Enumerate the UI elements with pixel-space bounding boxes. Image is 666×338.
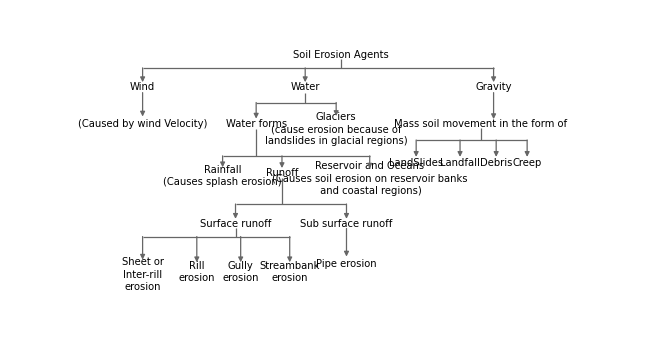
Text: Rainfall
(Causes splash erosion): Rainfall (Causes splash erosion) (163, 165, 282, 187)
Text: Landfall: Landfall (440, 158, 480, 168)
Text: Debris: Debris (480, 158, 512, 168)
Text: Creep: Creep (513, 158, 541, 168)
Text: Streambank
erosion: Streambank erosion (260, 261, 320, 283)
Text: Gully
erosion: Gully erosion (222, 261, 259, 283)
Text: Water: Water (290, 82, 320, 92)
Text: Glaciers
(cause erosion because of
landslides in glacial regions): Glaciers (cause erosion because of lands… (265, 112, 408, 146)
Text: (Caused by wind Velocity): (Caused by wind Velocity) (78, 119, 207, 129)
Text: LandSlides: LandSlides (389, 158, 444, 168)
Text: Runoff: Runoff (266, 168, 298, 178)
Text: Mass soil movement in the form of: Mass soil movement in the form of (394, 119, 567, 129)
Text: Water forms: Water forms (226, 119, 287, 129)
Text: Sub surface runoff: Sub surface runoff (300, 219, 393, 229)
Text: Wind: Wind (130, 82, 155, 92)
Text: Pipe erosion: Pipe erosion (316, 259, 377, 269)
Text: Reservoir and Oceans
(Causes soil erosion on reservoir banks
 and coastal region: Reservoir and Oceans (Causes soil erosio… (272, 161, 468, 196)
Text: Soil Erosion Agents: Soil Erosion Agents (294, 50, 389, 60)
Text: Surface runoff: Surface runoff (200, 219, 271, 229)
Text: Rill
erosion: Rill erosion (178, 261, 215, 283)
Text: Gravity: Gravity (476, 82, 512, 92)
Text: Sheet or
Inter-rill
erosion: Sheet or Inter-rill erosion (122, 258, 164, 292)
